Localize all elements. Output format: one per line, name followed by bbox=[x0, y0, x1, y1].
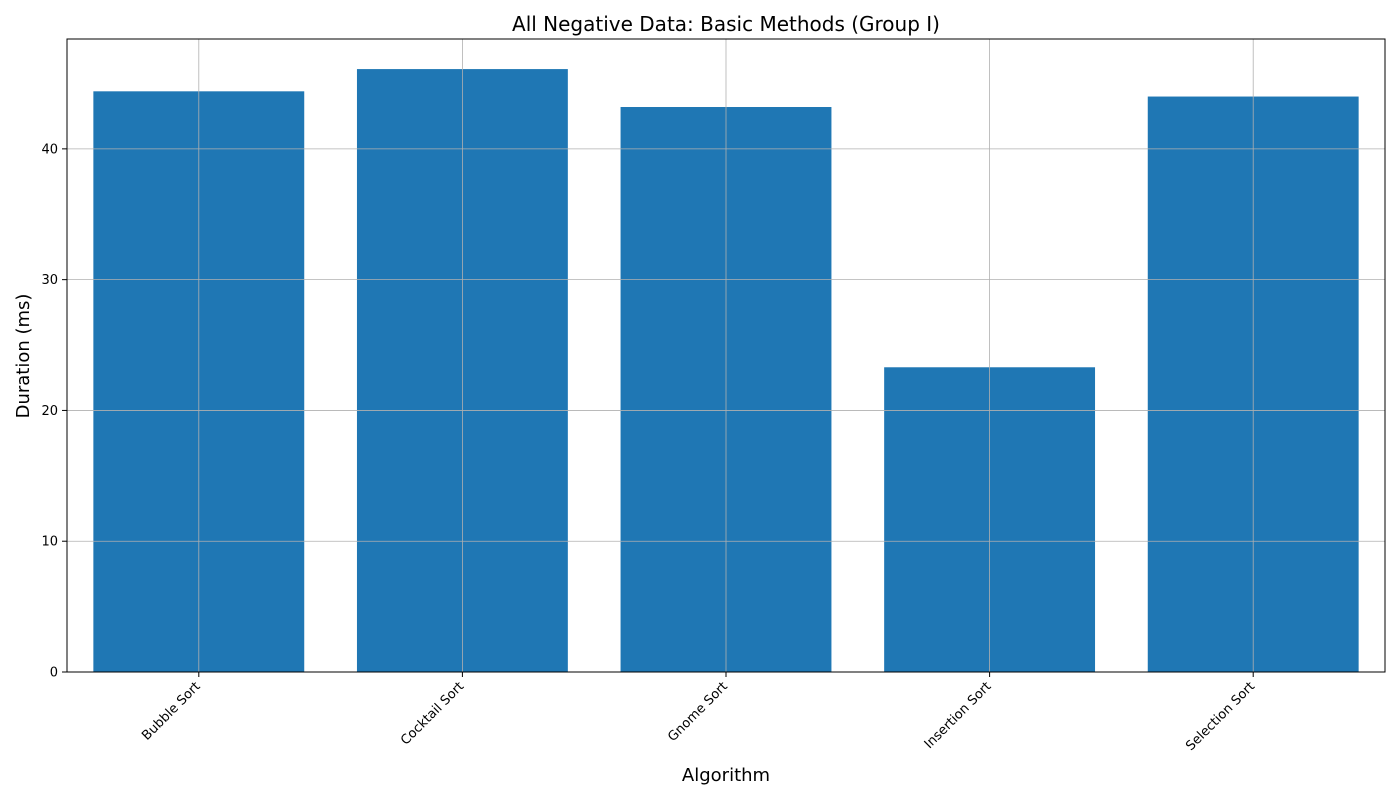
chart-title: All Negative Data: Basic Methods (Group … bbox=[512, 12, 940, 36]
y-axis: 0 10 20 30 40 bbox=[41, 142, 67, 681]
x-axis-label: Algorithm bbox=[682, 765, 770, 786]
y-tick-label: 30 bbox=[41, 273, 58, 288]
y-tick-label: 40 bbox=[41, 142, 58, 157]
y-tick-label: 20 bbox=[41, 404, 58, 419]
y-axis-label: Duration (ms) bbox=[13, 294, 34, 419]
y-tick-label: 10 bbox=[41, 535, 58, 550]
y-tick-label: 0 bbox=[50, 666, 58, 681]
